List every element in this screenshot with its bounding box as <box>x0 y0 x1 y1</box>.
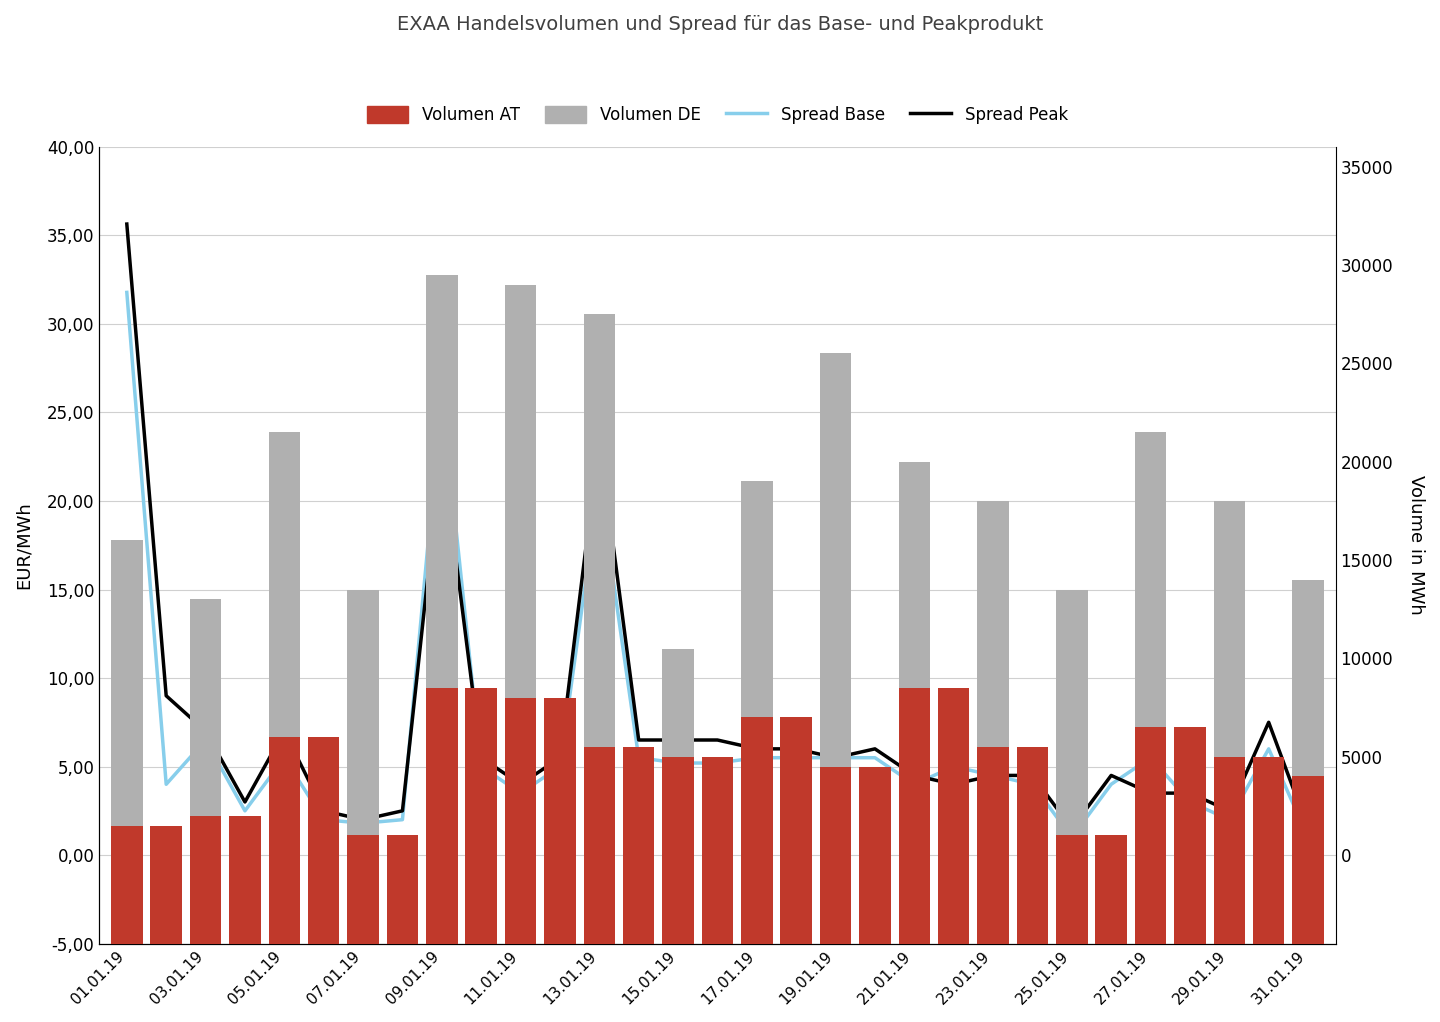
Bar <box>662 649 694 855</box>
Bar <box>1096 835 1128 943</box>
Bar <box>150 826 181 943</box>
Text: EXAA Handelsvolumen und Spread für das Base- und Peakprodukt: EXAA Handelsvolumen und Spread für das B… <box>397 15 1043 35</box>
Bar <box>780 717 812 943</box>
Bar <box>269 432 300 855</box>
Y-axis label: Volume in MWh: Volume in MWh <box>1407 475 1426 615</box>
Bar <box>505 698 536 943</box>
Bar <box>190 816 222 943</box>
Bar <box>426 688 458 943</box>
Bar <box>742 481 773 855</box>
Bar <box>899 688 930 943</box>
Bar <box>742 717 773 943</box>
Bar <box>111 826 143 943</box>
Bar <box>269 737 300 943</box>
Bar <box>1056 835 1087 943</box>
Bar <box>1056 590 1087 855</box>
Bar <box>1135 432 1166 855</box>
Bar <box>1214 756 1246 943</box>
Bar <box>1292 579 1323 855</box>
Bar <box>426 275 458 855</box>
Bar <box>978 501 1009 855</box>
Bar <box>899 462 930 855</box>
Bar <box>937 688 969 943</box>
Bar <box>1174 728 1205 943</box>
Bar <box>819 766 851 943</box>
Bar <box>1017 747 1048 943</box>
Bar <box>465 688 497 943</box>
Bar <box>701 756 733 943</box>
Bar <box>190 599 222 855</box>
Bar <box>860 766 891 943</box>
Legend: Volumen AT, Volumen DE, Spread Base, Spread Peak: Volumen AT, Volumen DE, Spread Base, Spr… <box>360 99 1074 131</box>
Bar <box>229 816 261 943</box>
Bar <box>1214 501 1246 855</box>
Bar <box>544 698 576 943</box>
Bar <box>819 354 851 855</box>
Bar <box>583 314 615 855</box>
Bar <box>111 541 143 855</box>
Bar <box>1292 777 1323 943</box>
Bar <box>624 747 654 943</box>
Bar <box>308 737 340 943</box>
Bar <box>583 747 615 943</box>
Bar <box>387 835 418 943</box>
Bar <box>347 590 379 855</box>
Bar <box>505 284 536 855</box>
Bar <box>662 756 694 943</box>
Bar <box>1135 728 1166 943</box>
Bar <box>978 747 1009 943</box>
Bar <box>1253 756 1284 943</box>
Y-axis label: EUR/MWh: EUR/MWh <box>14 502 33 589</box>
Bar <box>347 835 379 943</box>
